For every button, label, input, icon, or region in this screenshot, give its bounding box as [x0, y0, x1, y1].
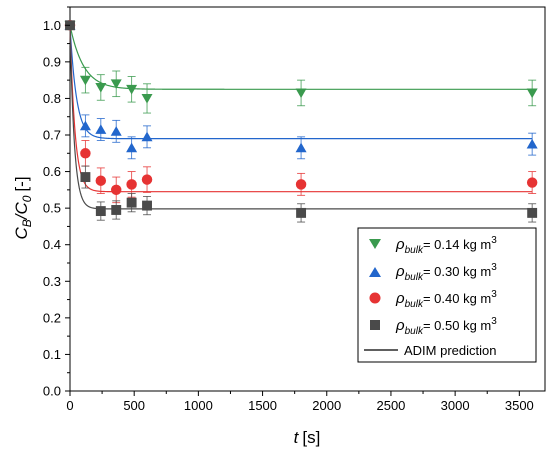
data-point-1-3 [110, 126, 122, 136]
legend: ρbulk= 0.14 kg m3 ρbulk= 0.30 kg m3 ρbul… [357, 227, 537, 363]
y-axis-unit: [-] [12, 176, 31, 191]
data-point-0-5 [141, 94, 153, 104]
y-tick-label-8: 0.8 [43, 91, 61, 106]
data-point-2-6 [295, 179, 307, 190]
markers-group [64, 20, 538, 223]
data-point-2-7 [526, 177, 538, 188]
y-tick-label-5: 0.5 [43, 201, 61, 216]
data-point-0-3 [110, 79, 122, 90]
x-tick-label-2: 1000 [184, 398, 213, 413]
y-tick-label-2: 0.2 [43, 310, 61, 325]
x-tick-label-6: 3000 [441, 398, 470, 413]
legend-item-1: ρbulk= 0.30 kg m3 [369, 262, 497, 283]
y-tick-label-6: 0.6 [43, 164, 61, 179]
x-tick-label-1: 500 [123, 398, 145, 413]
y-tick-label-10: 1.0 [43, 18, 61, 33]
data-point-0-6 [295, 88, 307, 99]
y-tick-label-3: 0.3 [43, 274, 61, 289]
legend-marker-3 [370, 320, 380, 330]
data-point-3-6 [296, 207, 307, 218]
fit-line-0 [69, 25, 533, 90]
data-point-1-4 [126, 142, 138, 153]
data-point-1-2 [95, 124, 107, 134]
legend-item-prediction: ADIM prediction [364, 343, 496, 358]
legend-box [357, 227, 537, 363]
x-tick-label-0: 0 [66, 398, 73, 413]
data-point-0-7 [526, 88, 538, 99]
data-point-1-1 [79, 120, 91, 131]
y-tick-label-1: 0.1 [43, 347, 61, 362]
legend-item-2: ρbulk= 0.40 kg m3 [369, 289, 497, 310]
y-tick-label-0: 0.0 [43, 384, 61, 399]
x-tick-label-7: 3500 [505, 398, 534, 413]
x-tick-label-3: 1500 [248, 398, 277, 413]
legend-item-0: ρbulk= 0.14 kg m3 [369, 235, 497, 256]
legend-marker-1 [369, 267, 381, 277]
data-point-3-3 [111, 205, 122, 215]
data-point-0-4 [126, 84, 138, 95]
y-axis-sub1: B [20, 219, 34, 227]
legend-item-3: ρbulk= 0.50 kg m3 [370, 316, 497, 337]
data-point-2-5 [141, 174, 153, 185]
data-point-2-1 [80, 148, 91, 159]
data-point-2-4 [126, 179, 137, 190]
fit-line-2 [69, 25, 533, 193]
y-axis-var: C [12, 227, 31, 240]
data-point-0-2 [95, 83, 107, 93]
data-point-3-7 [527, 207, 538, 218]
data-point-3-2 [95, 206, 106, 217]
x-tick-label-5: 2500 [376, 398, 405, 413]
x-axis-title: t [s] [294, 428, 321, 447]
y-axis-mid: /C [12, 202, 31, 221]
y-axis-sub2: 0 [20, 195, 34, 202]
data-point-1-6 [295, 142, 307, 153]
plot-frame [69, 6, 546, 392]
x-axis-unit: [s] [302, 428, 320, 447]
y-axis-title: CB/C0 [-] [12, 176, 34, 239]
data-point-1-7 [526, 138, 538, 149]
data-point-3-5 [142, 200, 152, 211]
data-point-1-5 [141, 131, 153, 142]
y-tick-label-4: 0.4 [43, 237, 61, 252]
y-tick-label-7: 0.7 [43, 128, 61, 143]
data-point-2-3 [110, 184, 122, 196]
legend-marker-2 [369, 292, 381, 304]
plot-frame-group [69, 6, 546, 392]
x-axis-var: t [294, 428, 300, 447]
y-tick-label-9: 0.9 [43, 54, 61, 69]
data-point-3-1 [80, 172, 91, 183]
legend-label-0: ρbulk= 0.14 kg m3 [395, 235, 497, 256]
data-point-3-4 [126, 197, 137, 208]
legend-label-1: ρbulk= 0.30 kg m3 [395, 262, 497, 283]
data-point-2-2 [95, 175, 107, 186]
x-tick-label-4: 2000 [312, 398, 341, 413]
data-point-0-1 [79, 75, 91, 86]
legend-label-2: ρbulk= 0.40 kg m3 [395, 289, 497, 310]
legend-label-prediction: ADIM prediction [404, 343, 496, 358]
legend-label-3: ρbulk= 0.50 kg m3 [395, 316, 497, 337]
legend-marker-0 [369, 239, 381, 249]
ticks-group: 0 500 1000 1500 2000 2500 3000 3500 0.0 0.1 0.2 0.3… [43, 6, 534, 413]
